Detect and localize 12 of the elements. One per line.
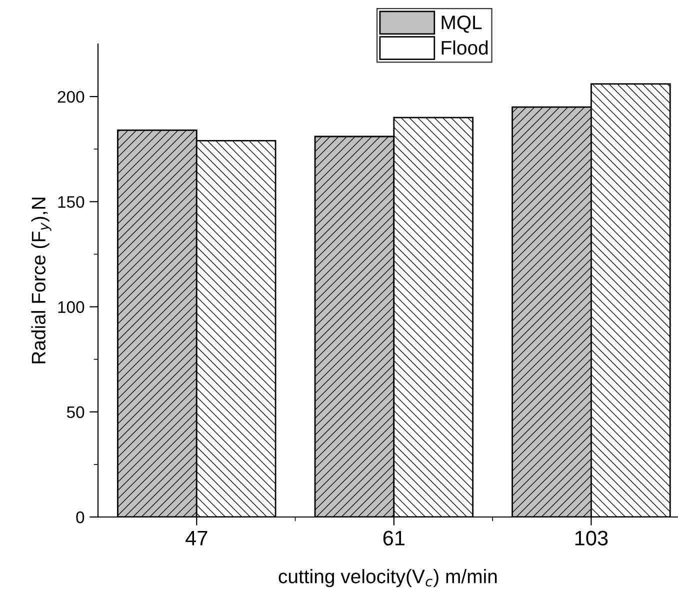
y-tick-label: 200 — [58, 90, 84, 103]
legend-label: MQL — [442, 16, 482, 33]
y-axis-title: Radial Force (F$_{y}$),N — [31, 198, 52, 364]
y-tick-label: 0 — [76, 511, 84, 524]
x-tick-label: 61 — [383, 530, 404, 546]
legend-label: Flood — [442, 40, 488, 55]
x-axis-title: cutting velocity(V$_{c}$) m/min — [278, 569, 497, 588]
x-tick-label: 103 — [575, 530, 608, 546]
y-tick-label: 50 — [66, 406, 84, 418]
y-tick-label: 150 — [58, 196, 84, 208]
y-tick-label: 100 — [58, 301, 84, 313]
x-tick-label: 47 — [186, 530, 208, 546]
